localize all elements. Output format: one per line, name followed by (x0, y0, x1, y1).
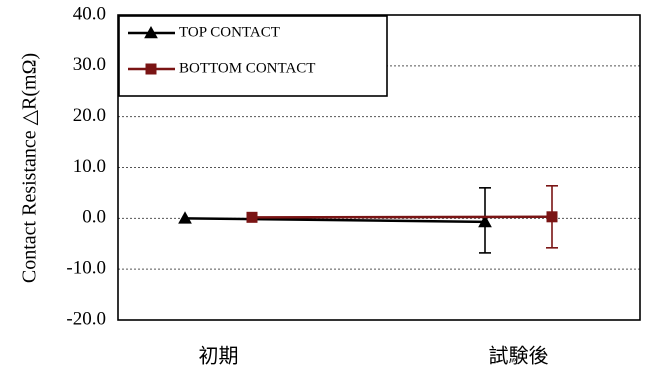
y-tick-label: -20.0 (66, 308, 106, 329)
y-tick-label: 40.0 (73, 3, 106, 24)
legend-marker (145, 63, 157, 75)
y-tick-label: 30.0 (73, 54, 106, 75)
plot-area (117, 14, 641, 321)
series-0 (178, 187, 492, 254)
data-point (478, 214, 492, 228)
legend-label: BOTTOM CONTACT (179, 60, 315, 76)
x-category-label: 試験後 (489, 344, 549, 368)
legend-marker (144, 25, 158, 39)
data-point (246, 211, 258, 223)
y-tick-label: 20.0 (73, 105, 106, 126)
y-axis-label: Contact Resistance △R(mΩ) (19, 53, 41, 283)
legend: TOP CONTACT BOTTOM CONTACT (118, 15, 388, 97)
data-point (546, 211, 558, 223)
x-axis-categories: 初期 試験後 (199, 344, 549, 368)
y-axis-ticks: -20.0 -10.0 0.0 10.0 20.0 30.0 40.0 (66, 3, 106, 329)
data-point (178, 211, 192, 224)
series-1 (246, 185, 558, 249)
series-line (184, 217, 486, 224)
y-tick-label: -10.0 (66, 258, 106, 279)
legend-label: TOP CONTACT (179, 24, 280, 40)
series-line (251, 215, 553, 219)
y-tick-label: 0.0 (82, 207, 106, 228)
x-category-label: 初期 (199, 344, 239, 368)
legend-box (118, 15, 388, 97)
series-layer (178, 185, 558, 254)
y-tick-label: 10.0 (73, 156, 106, 177)
